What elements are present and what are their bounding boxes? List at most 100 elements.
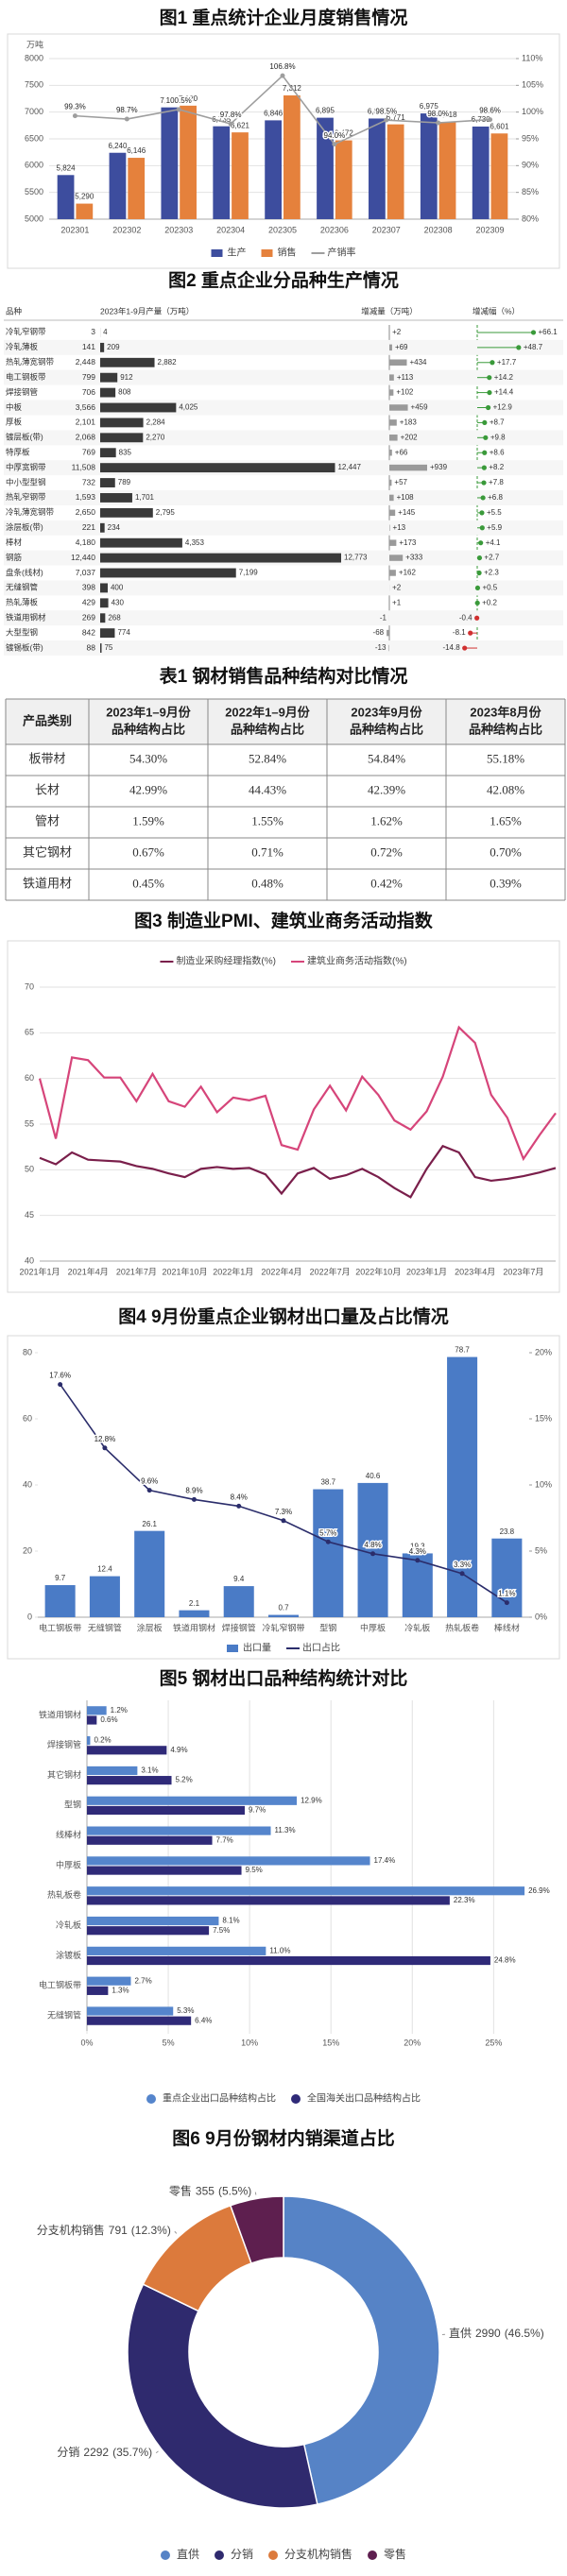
donut-slice	[127, 2283, 318, 2509]
prev-value: 429	[82, 598, 95, 607]
x-tick-label: 2023年4月	[455, 1266, 495, 1276]
pct-dot	[474, 585, 481, 591]
y-tick-label: 焊接钢管	[47, 1739, 81, 1749]
change-label: +57	[394, 478, 407, 486]
bar	[335, 140, 352, 219]
line-marker	[459, 1571, 465, 1577]
prev-value: 2,068	[76, 433, 96, 442]
pct-dot	[479, 510, 485, 516]
row-label: 无缝钢管	[6, 583, 38, 592]
legend-swatch	[211, 249, 223, 257]
x-tick-label: 2022年10月	[355, 1266, 401, 1276]
change-label: -13	[375, 643, 387, 652]
data-label: 6,146	[127, 146, 146, 155]
pct-dot	[481, 480, 487, 486]
y-tick-label: 中厚板	[56, 1859, 81, 1869]
table-cell: 管材	[35, 813, 60, 827]
legend-label: 零售	[384, 2547, 406, 2561]
category-name: 零售	[169, 2184, 192, 2198]
y-tick-label: 型钢	[64, 1800, 81, 1810]
pct-dot	[481, 465, 487, 470]
prev-value: 842	[82, 627, 95, 637]
data-label: 6.4%	[195, 2016, 212, 2024]
y-tick-label: 40	[23, 1479, 32, 1489]
change-bar	[389, 479, 392, 486]
y-tick-label: 无缝钢管	[47, 2009, 81, 2020]
line-marker	[236, 1503, 242, 1509]
row-label: 大型型钢	[6, 627, 38, 637]
prev-value: 221	[82, 522, 95, 532]
row-label: 铁道用钢材	[6, 612, 46, 622]
donut-label: 直供 2990 (46.5%)	[449, 2327, 544, 2340]
change-label: -1	[380, 613, 387, 622]
prev-value: 3	[91, 327, 95, 336]
change-label: +2	[392, 584, 402, 592]
change-label: +66	[395, 448, 408, 456]
data-label: 7.7%	[216, 1835, 233, 1844]
prev-value: 2,448	[76, 357, 96, 367]
pct-dot	[482, 450, 488, 455]
row-band	[4, 339, 563, 355]
row-label: 盘条(线材)	[6, 568, 43, 577]
value: 791	[109, 2224, 128, 2237]
column-header: 增减幅（%）	[472, 306, 520, 316]
legend: 制造业采购经理指数(%) 建筑业商务活动指数(%)	[160, 955, 407, 967]
prev-value: 88	[87, 642, 96, 652]
data-label: 9.7	[55, 1574, 66, 1582]
bar	[87, 1776, 172, 1785]
prev-value: 269	[82, 612, 95, 622]
x-tick-label: 电工钢板带	[39, 1622, 81, 1632]
pct-dot	[486, 404, 491, 411]
data-label: 9.7%	[249, 1806, 266, 1815]
chart-title: 图5 钢材出口品种结构统计对比	[160, 1667, 408, 1689]
bar	[87, 2016, 192, 2025]
table-cell: 1.55%	[251, 813, 284, 827]
legend-label: 销售	[278, 247, 297, 259]
legend-swatch	[146, 2094, 156, 2104]
pct-label: +66.1	[538, 328, 558, 336]
bar	[87, 1886, 525, 1896]
data-label: 6,895	[316, 107, 335, 115]
table-cell: 其它钢材	[23, 844, 72, 859]
bar	[87, 1955, 490, 1966]
change-bar	[389, 374, 394, 381]
pct-dot	[476, 570, 482, 576]
data-label: 75	[104, 643, 112, 652]
bar	[87, 1926, 210, 1936]
legend-swatch	[368, 2550, 378, 2560]
change-bar	[389, 435, 398, 441]
pct-label: -14.8	[442, 643, 460, 652]
pct-label: -0.4	[459, 613, 472, 622]
legend-label: 生产	[228, 247, 247, 259]
table-header: 品种结构占比	[350, 722, 423, 736]
change-bar	[389, 554, 404, 561]
bar	[100, 372, 118, 383]
x-tick-label: 2023年1月	[406, 1266, 447, 1276]
data-label: 2.7%	[134, 1976, 151, 1985]
line-marker	[72, 113, 77, 119]
bar	[100, 357, 155, 367]
data-label: 98.6%	[479, 107, 501, 115]
category-name: 直供	[449, 2327, 472, 2340]
prev-value: 1,593	[76, 492, 96, 502]
x-tick-label: 202309	[476, 225, 505, 234]
pct-label: +0.5	[482, 584, 497, 592]
bar	[179, 1610, 210, 1617]
value: 355	[196, 2185, 215, 2198]
data-label: 12.8%	[94, 1435, 116, 1443]
legend-label: 出口占比	[302, 1642, 340, 1654]
row-label: 热轧薄板	[6, 598, 39, 607]
y-tick-label: 20	[23, 1545, 32, 1555]
change-bar	[389, 344, 392, 351]
pct-dot	[474, 600, 480, 606]
data-label: 8.9%	[185, 1487, 202, 1495]
line-marker	[228, 121, 233, 127]
change-bar	[389, 570, 396, 576]
legend-swatch	[160, 2550, 170, 2560]
pct-dot	[479, 525, 485, 531]
change-label: +69	[395, 343, 408, 351]
data-label: 835	[119, 448, 132, 456]
pct-dot	[476, 554, 483, 561]
data-label: 789	[118, 478, 131, 486]
